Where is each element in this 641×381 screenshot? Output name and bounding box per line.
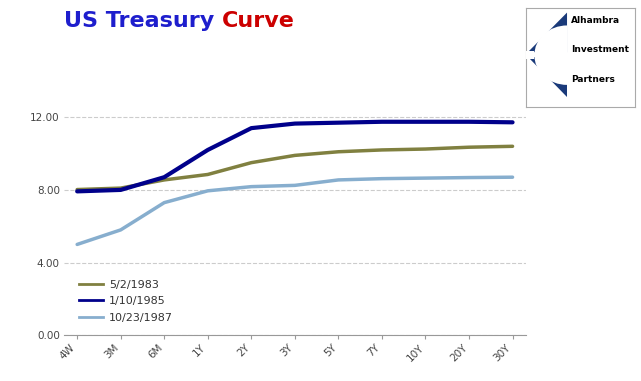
Polygon shape bbox=[528, 57, 567, 97]
Polygon shape bbox=[528, 13, 567, 52]
Text: Alhambra: Alhambra bbox=[571, 16, 620, 24]
Wedge shape bbox=[535, 26, 567, 85]
Bar bbox=[526, 51, 535, 59]
Legend: 5/2/1983, 1/10/1985, 10/23/1987: 5/2/1983, 1/10/1985, 10/23/1987 bbox=[74, 275, 177, 327]
Text: US Treasury: US Treasury bbox=[64, 11, 222, 31]
Text: Partners: Partners bbox=[571, 75, 615, 84]
Text: Curve: Curve bbox=[222, 11, 295, 31]
Text: Investment: Investment bbox=[571, 45, 629, 54]
